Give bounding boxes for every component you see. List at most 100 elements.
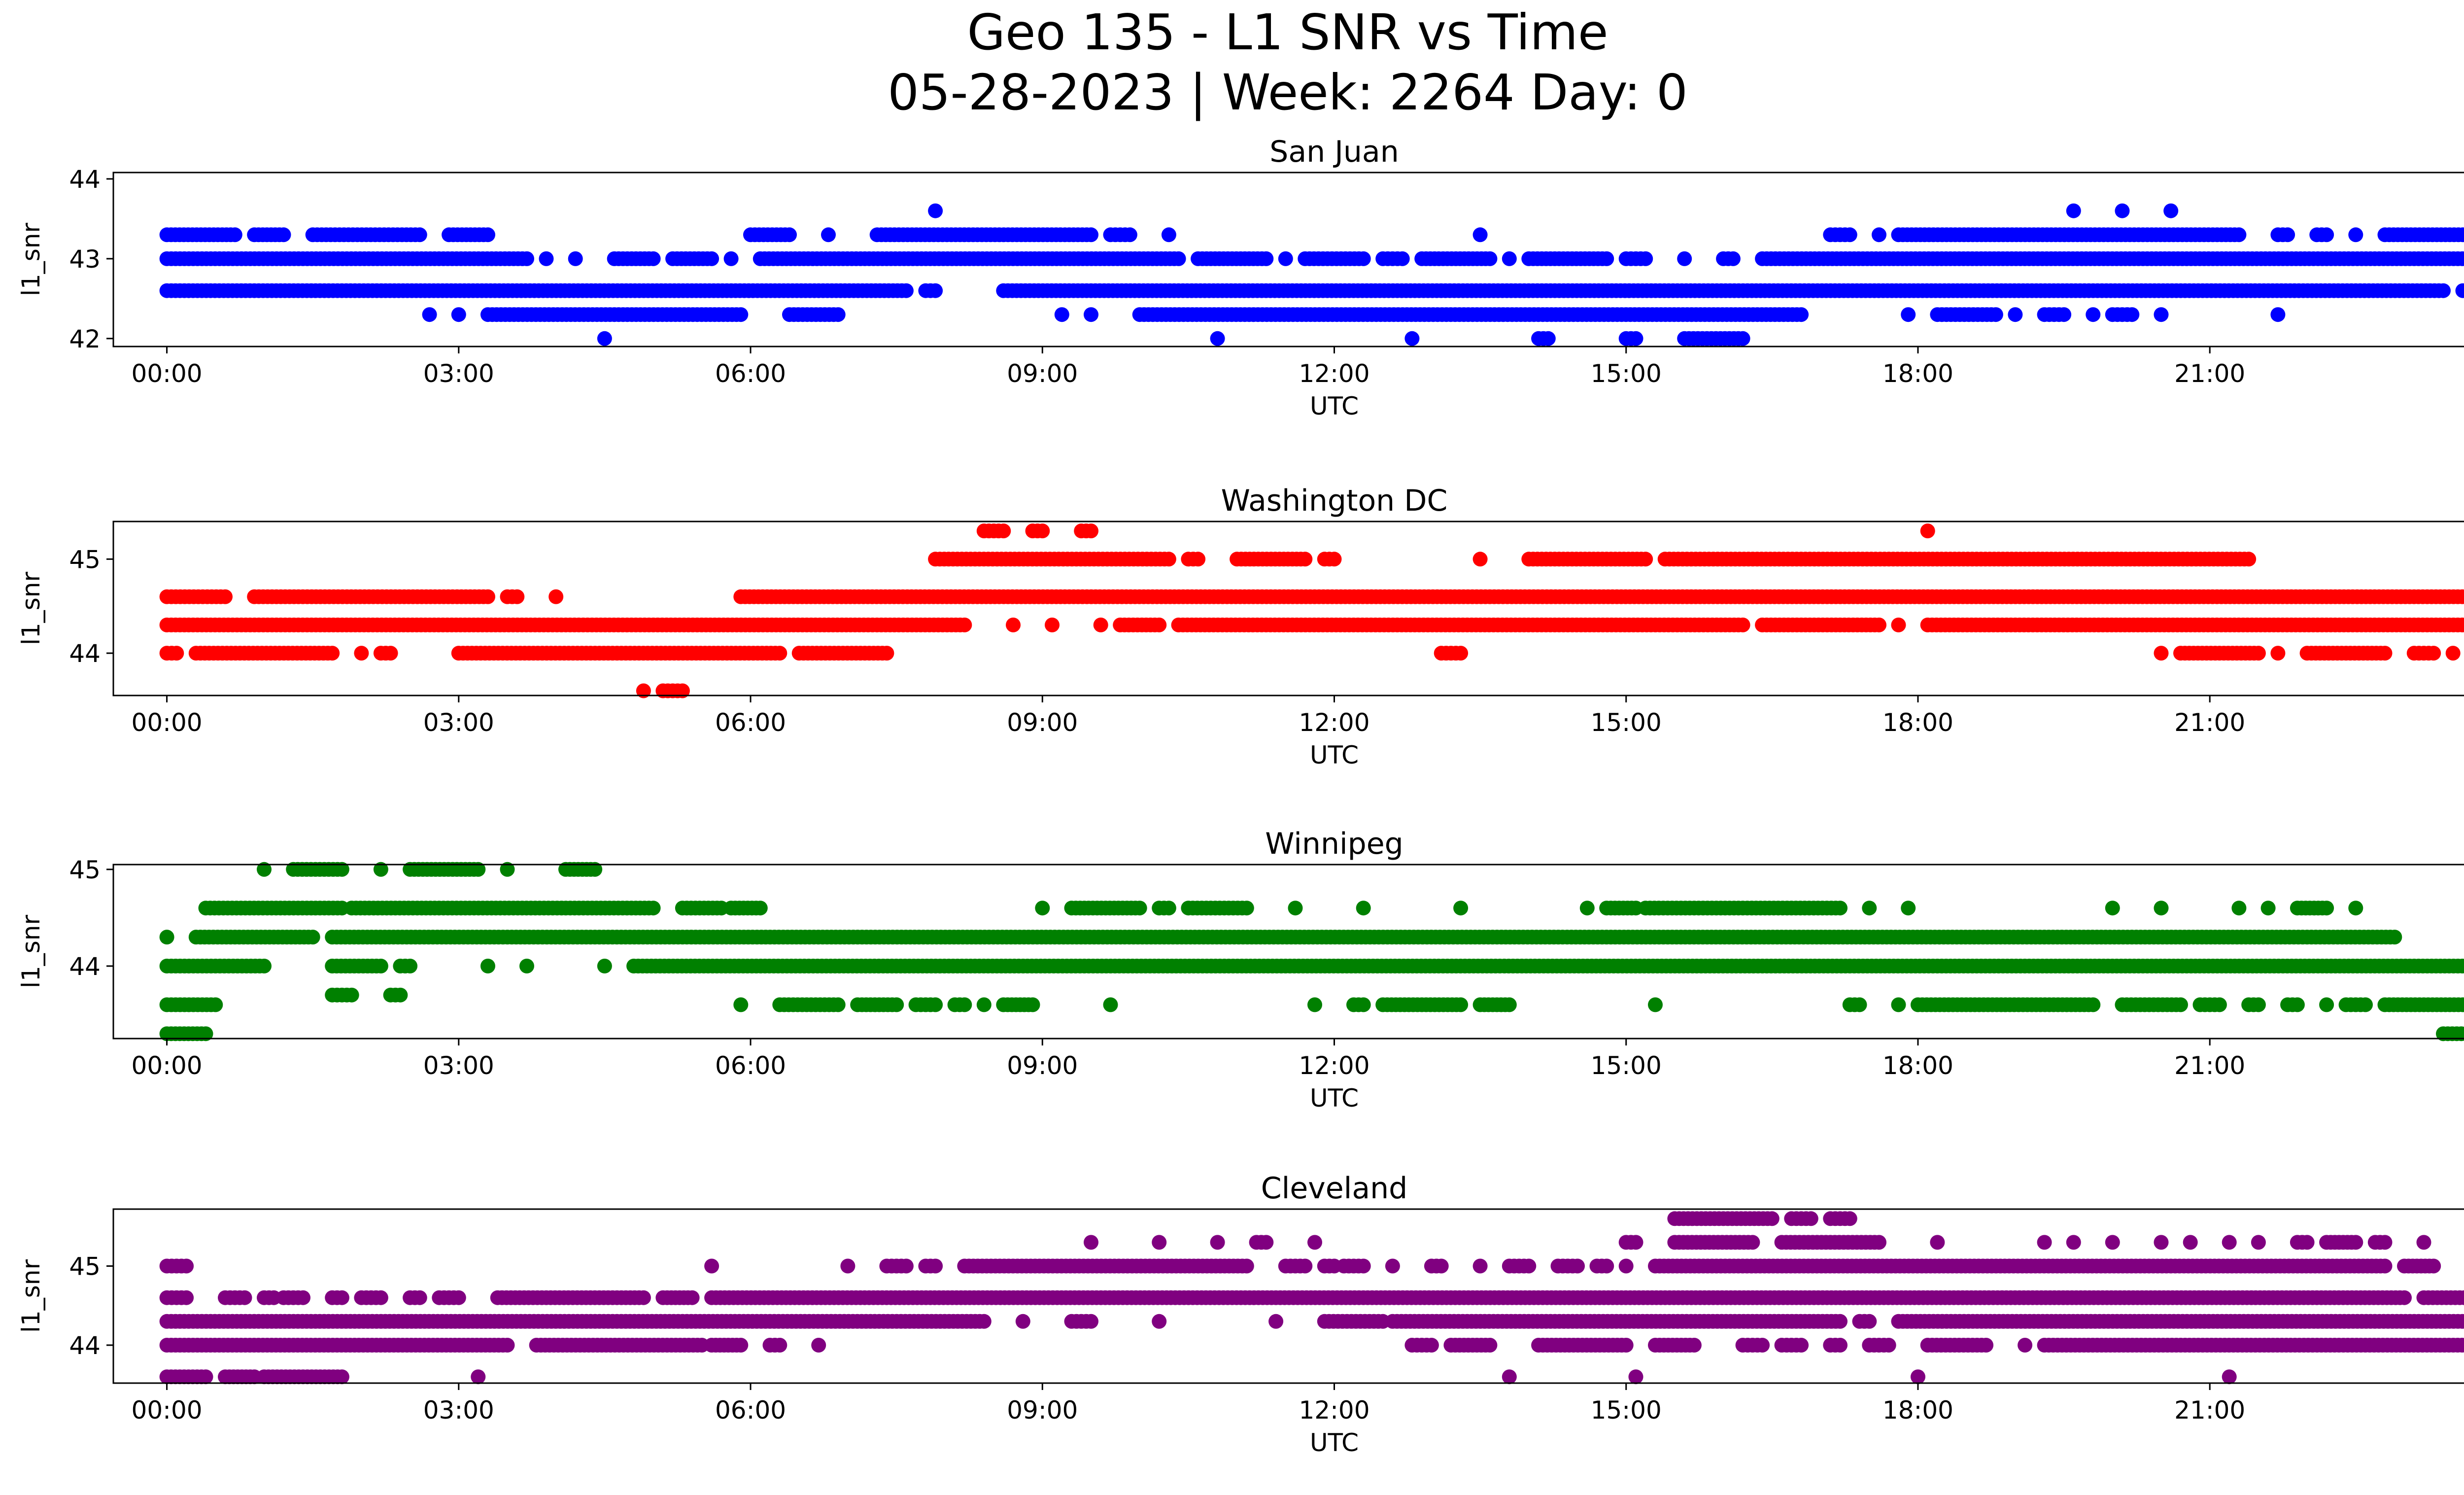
data-point bbox=[1084, 307, 1098, 322]
data-point bbox=[704, 251, 719, 266]
data-point bbox=[1132, 901, 1147, 916]
data-point bbox=[2212, 997, 2227, 1012]
data-point bbox=[1298, 552, 1313, 567]
data-point bbox=[1327, 552, 1342, 567]
x-tick-label: 12:00 bbox=[1299, 708, 1369, 737]
x-tick-label: 15:00 bbox=[1591, 359, 1662, 388]
data-point bbox=[227, 227, 242, 243]
data-point bbox=[2445, 646, 2461, 661]
x-tick-label: 06:00 bbox=[715, 708, 786, 737]
data-point bbox=[334, 1369, 349, 1385]
x-tick-label: 18:00 bbox=[1882, 1051, 1953, 1080]
data-point bbox=[1453, 901, 1469, 916]
data-point bbox=[519, 958, 534, 973]
data-point bbox=[1901, 901, 1916, 916]
data-point bbox=[2154, 646, 2169, 661]
data-point bbox=[354, 646, 369, 661]
x-tick-label: 09:00 bbox=[1007, 1051, 1078, 1080]
data-point bbox=[2251, 997, 2266, 1012]
y-tick-label: 44 bbox=[69, 952, 101, 981]
data-point bbox=[383, 646, 398, 661]
x-tick-label: 12:00 bbox=[1299, 359, 1369, 388]
y-tick-label: 45 bbox=[69, 856, 101, 884]
data-point bbox=[1356, 997, 1371, 1012]
data-point bbox=[510, 589, 525, 604]
data-point bbox=[1901, 307, 1916, 322]
data-point bbox=[1239, 901, 1254, 916]
data-point bbox=[1210, 331, 1225, 346]
data-point bbox=[1395, 251, 1410, 266]
data-point bbox=[373, 958, 388, 973]
data-point bbox=[1161, 552, 1176, 567]
data-point bbox=[889, 997, 904, 1012]
data-point bbox=[1842, 227, 1857, 243]
data-point bbox=[821, 227, 836, 243]
data-point bbox=[1472, 227, 1488, 243]
data-point bbox=[597, 958, 612, 973]
data-point bbox=[2426, 646, 2441, 661]
data-point bbox=[2115, 203, 2130, 218]
data-point bbox=[422, 307, 437, 322]
data-point bbox=[2241, 552, 2257, 567]
x-tick-label: 06:00 bbox=[715, 359, 786, 388]
data-point bbox=[1453, 997, 1469, 1012]
data-point bbox=[830, 997, 846, 1012]
x-tick-label: 15:00 bbox=[1591, 708, 1662, 737]
data-point bbox=[2222, 1369, 2237, 1385]
data-point bbox=[782, 227, 797, 243]
data-point bbox=[2231, 227, 2247, 243]
data-point bbox=[1025, 997, 1040, 1012]
data-point bbox=[1891, 997, 1906, 1012]
data-point bbox=[548, 589, 564, 604]
data-point bbox=[1356, 251, 1371, 266]
data-point bbox=[928, 203, 943, 218]
data-point bbox=[1794, 1338, 1809, 1353]
data-point bbox=[1171, 251, 1186, 266]
y-tick-label: 42 bbox=[69, 325, 101, 353]
subplot-title: Winnipeg bbox=[1265, 827, 1403, 861]
data-point bbox=[2008, 307, 2023, 322]
data-point bbox=[403, 958, 418, 973]
data-point bbox=[1833, 901, 1848, 916]
data-point bbox=[2231, 901, 2247, 916]
data-point bbox=[1191, 552, 1206, 567]
data-point bbox=[1628, 331, 1643, 346]
data-point bbox=[2163, 203, 2179, 218]
data-point bbox=[2018, 1338, 2033, 1353]
data-point bbox=[2290, 997, 2305, 1012]
scatter-series bbox=[159, 203, 2464, 346]
x-axis-label: UTC bbox=[1310, 392, 1359, 420]
y-tick-label: 45 bbox=[69, 545, 101, 574]
data-point bbox=[2086, 307, 2101, 322]
data-point bbox=[1453, 646, 1469, 661]
data-point bbox=[2260, 901, 2276, 916]
data-point bbox=[480, 227, 495, 243]
data-point bbox=[1502, 1369, 1517, 1385]
data-point bbox=[1054, 307, 1069, 322]
subplot-title: San Juan bbox=[1269, 135, 1399, 169]
data-point bbox=[2066, 203, 2081, 218]
data-point bbox=[480, 958, 495, 973]
data-point bbox=[2319, 227, 2334, 243]
data-point bbox=[1872, 617, 1886, 632]
data-point bbox=[733, 997, 749, 1012]
data-point bbox=[957, 617, 972, 632]
data-point bbox=[2377, 646, 2393, 661]
data-point bbox=[218, 589, 233, 604]
data-point bbox=[1472, 552, 1488, 567]
data-point bbox=[412, 227, 427, 243]
data-point bbox=[928, 283, 943, 298]
data-point bbox=[1356, 901, 1371, 916]
data-point bbox=[646, 251, 661, 266]
x-tick-label: 15:00 bbox=[1591, 1051, 1662, 1080]
data-point bbox=[2154, 901, 2169, 916]
data-point bbox=[1638, 251, 1653, 266]
data-point bbox=[257, 958, 272, 973]
data-point bbox=[2319, 997, 2334, 1012]
data-point bbox=[830, 307, 846, 322]
x-axis-label: UTC bbox=[1310, 741, 1359, 769]
x-tick-label: 06:00 bbox=[715, 1051, 786, 1080]
